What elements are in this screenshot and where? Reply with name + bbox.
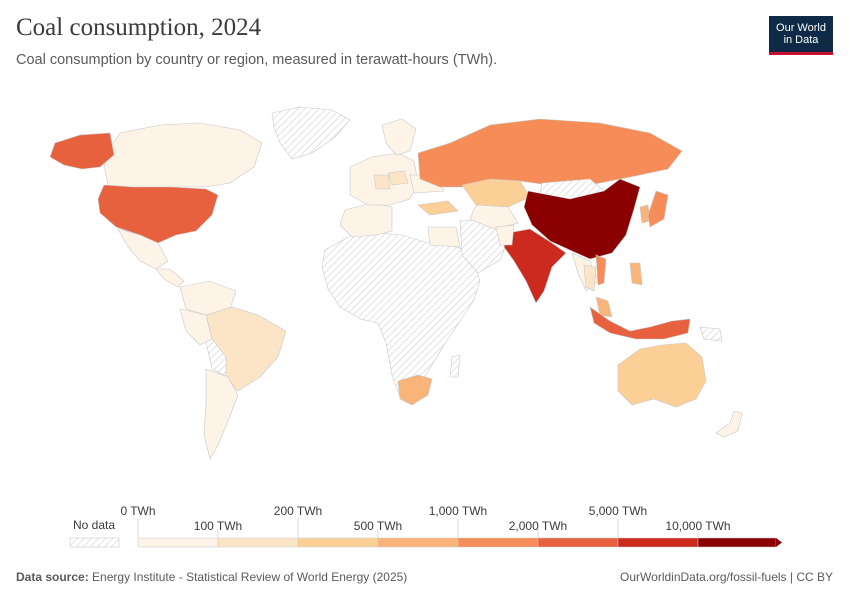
united-states-shape[interactable]	[97, 184, 219, 244]
data-source-label: Data source:	[16, 570, 89, 584]
russia-shape[interactable]	[417, 118, 683, 188]
alaska-shape[interactable]	[49, 132, 115, 170]
kazakhstan-shape[interactable]	[461, 178, 531, 208]
source-url[interactable]: OurWorldinData.org/fossil-fuels | CC BY	[620, 570, 833, 584]
data-source: Data source: Energy Institute - Statisti…	[16, 570, 407, 584]
legend-bin-swatch[interactable]	[697, 537, 777, 548]
central-america-shape[interactable]	[155, 268, 185, 288]
data-source-text: Energy Institute - Statistical Review of…	[92, 570, 408, 584]
turkey-shape[interactable]	[417, 200, 459, 216]
page-subtitle: Coal consumption by country or region, m…	[16, 52, 498, 68]
papua-new-guinea-shape[interactable]	[699, 326, 723, 342]
saharan-north-africa-shape[interactable]	[339, 202, 393, 238]
mexico-shape[interactable]	[117, 228, 169, 270]
indonesia-shape[interactable]	[589, 306, 691, 340]
legend-bin-swatch[interactable]	[537, 537, 619, 548]
legend-bin-label: 1,000 TWh	[429, 504, 487, 518]
india-shape[interactable]	[503, 228, 567, 304]
legend-bin-swatch[interactable]	[457, 537, 539, 548]
page-title: Coal consumption, 2024	[16, 14, 262, 41]
brazil-shape[interactable]	[205, 306, 287, 392]
china-shape[interactable]	[523, 178, 641, 260]
color-legend: No data 0 TWh 100 TWh 200 TWh 500 TWh 1,000 …	[69, 504, 782, 548]
south-africa-shape[interactable]	[397, 374, 433, 406]
logo-line-1: Our World	[776, 22, 826, 34]
legend-bin-label: 5,000 TWh	[589, 504, 647, 518]
world-map	[49, 106, 743, 460]
egypt-shape[interactable]	[427, 226, 461, 248]
legend-bin-label: 10,000 TWh	[665, 519, 730, 533]
vietnam-shape[interactable]	[595, 254, 607, 286]
legend-bin-label: 200 TWh	[274, 504, 322, 518]
madagascar-shape[interactable]	[449, 354, 461, 378]
legend-bin-label: 2,000 TWh	[509, 519, 567, 533]
new-zealand-shape[interactable]	[715, 410, 743, 438]
no-data-label: No data	[73, 518, 115, 532]
legend-arrow-tip	[776, 538, 782, 547]
argentina-chile-shape[interactable]	[203, 368, 239, 460]
poland-shape[interactable]	[387, 170, 409, 186]
legend-bin-swatch[interactable]	[617, 537, 699, 548]
africa-no-data-shape[interactable]	[321, 232, 481, 398]
legend-bin-swatch[interactable]	[297, 537, 379, 548]
japan-shape[interactable]	[647, 190, 669, 228]
logo-line-2: in Data	[783, 34, 819, 46]
canada-shape[interactable]	[103, 122, 263, 188]
legend-bin-swatch[interactable]	[377, 537, 459, 548]
greenland-shape[interactable]	[271, 106, 351, 160]
scandinavia-shape[interactable]	[381, 118, 417, 156]
australia-shape[interactable]	[617, 342, 707, 408]
no-data-swatch	[69, 537, 120, 548]
peru-shape[interactable]	[179, 308, 213, 346]
legend-bin-swatch[interactable]	[137, 537, 219, 548]
owid-logo[interactable]: Our World in Data	[769, 16, 833, 55]
legend-bin-label: 500 TWh	[354, 519, 402, 533]
malaysia-shape[interactable]	[595, 296, 613, 318]
legend-bin-label: 100 TWh	[194, 519, 242, 533]
legend-bin-swatch[interactable]	[217, 537, 299, 548]
philippines-shape[interactable]	[629, 262, 643, 286]
legend-bin-label: 0 TWh	[120, 504, 155, 518]
pakistan-shape[interactable]	[495, 224, 515, 246]
thailand-shape[interactable]	[583, 264, 597, 292]
germany-shape[interactable]	[373, 174, 391, 190]
